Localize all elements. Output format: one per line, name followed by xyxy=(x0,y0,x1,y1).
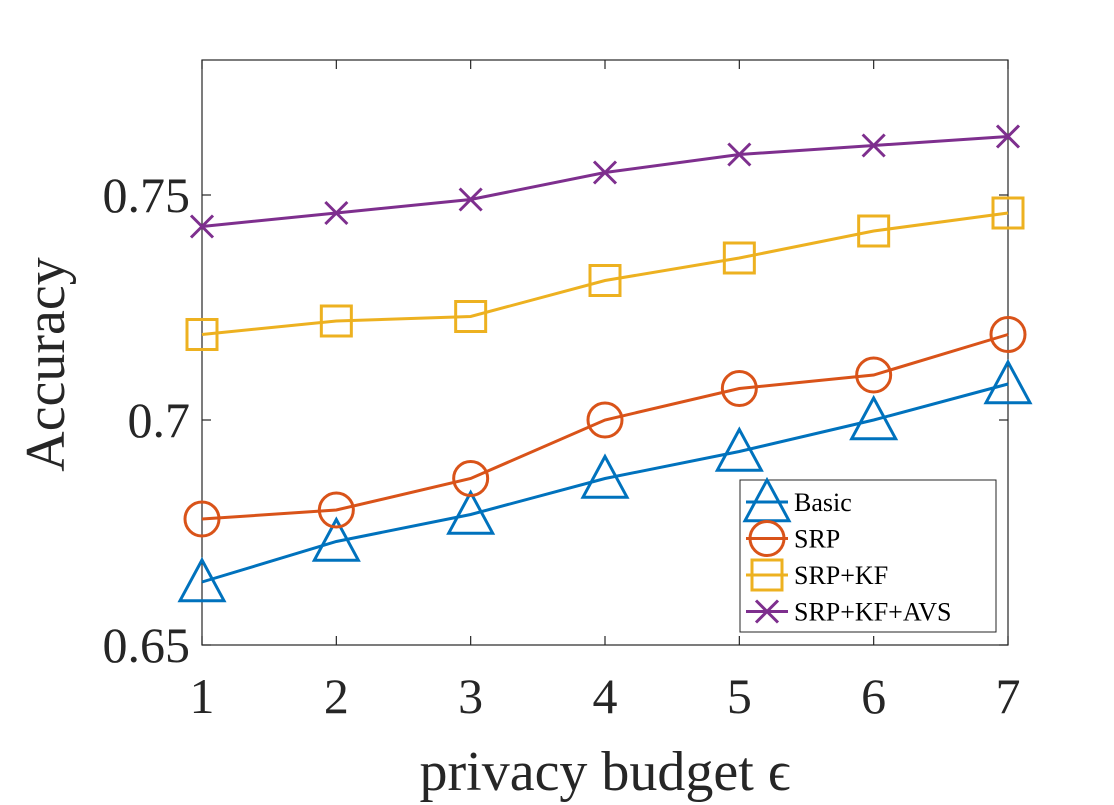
square-marker xyxy=(722,241,756,275)
square-marker xyxy=(750,558,784,592)
square-marker xyxy=(454,300,488,333)
legend-item: Basic xyxy=(742,476,852,523)
circle-marker xyxy=(586,401,624,439)
legend: Basic SRP SRP+KF SRP+KF+AVS xyxy=(739,476,997,633)
series-layer xyxy=(177,124,1033,603)
y-tick-label: 0.65 xyxy=(103,617,191,673)
circle-marker xyxy=(989,316,1027,353)
x-marker xyxy=(727,142,752,167)
square-marker xyxy=(319,304,353,338)
x-marker xyxy=(754,599,780,624)
y-tick-label: 0.75 xyxy=(103,167,191,223)
series-basic xyxy=(177,358,1033,603)
triangle-marker xyxy=(714,426,764,472)
triangle-marker xyxy=(983,358,1033,405)
y-axis-ticks: 0.65 0.7 0.75 xyxy=(103,167,1008,673)
x-tick-label: 2 xyxy=(324,668,349,724)
square-marker xyxy=(588,264,622,297)
circle-marker xyxy=(183,500,221,538)
triangle-marker xyxy=(311,516,361,562)
series-line xyxy=(201,333,1009,521)
series-srp-kf-avs xyxy=(189,124,1021,239)
legend-label: SRP+KF+AVS xyxy=(794,598,952,627)
x-marker xyxy=(458,187,483,212)
circle-marker xyxy=(855,356,893,394)
square-marker xyxy=(857,214,891,248)
x-tick-label: 1 xyxy=(190,668,215,724)
triangle-marker xyxy=(446,489,496,535)
y-axis-label: Accuracy xyxy=(15,257,77,472)
triangle-marker xyxy=(849,394,899,441)
circle-marker xyxy=(720,370,758,407)
triangle-marker xyxy=(177,556,227,603)
square-marker xyxy=(991,196,1025,230)
series-line xyxy=(201,382,1009,584)
legend-item: SRP+KF+AVS xyxy=(746,598,952,627)
legend-label: SRP xyxy=(794,525,840,554)
legend-box xyxy=(739,479,997,633)
x-tick-label: 3 xyxy=(458,668,483,724)
circle-marker xyxy=(748,520,786,557)
y-tick-label: 0.7 xyxy=(128,392,191,448)
x-axis-ticks: 1 2 3 4 5 6 7 xyxy=(190,60,1021,724)
square-marker xyxy=(185,318,219,351)
legend-label: SRP+KF xyxy=(794,561,888,590)
triangle-marker xyxy=(580,453,630,499)
x-marker xyxy=(324,200,349,226)
x-marker xyxy=(861,133,886,158)
x-tick-label: 6 xyxy=(861,668,886,724)
x-tick-label: 5 xyxy=(727,668,752,724)
x-marker xyxy=(995,124,1021,149)
legend-item: SRP xyxy=(746,520,840,557)
series-srp xyxy=(183,316,1027,538)
series-srp-kf xyxy=(185,196,1025,351)
x-marker xyxy=(592,160,618,185)
x-tick-label: 7 xyxy=(996,668,1021,724)
series-line xyxy=(201,211,1009,336)
x-marker xyxy=(189,214,215,239)
legend-item: SRP+KF xyxy=(746,558,888,592)
x-tick-label: 4 xyxy=(593,668,618,724)
x-axis-label: privacy budget ϵ xyxy=(420,741,791,803)
legend-label: Basic xyxy=(794,488,852,517)
circle-marker xyxy=(452,460,490,497)
circle-marker xyxy=(317,491,355,529)
